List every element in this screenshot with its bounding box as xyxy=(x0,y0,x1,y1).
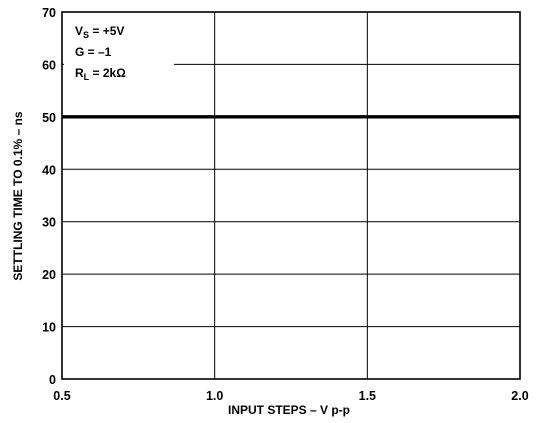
annotation-gain: G = –1 xyxy=(75,45,112,59)
tick-labels: 0 10 20 30 40 50 60 70 0.5 1.0 1.5 2.0 xyxy=(42,6,529,403)
y-tick-label: 0 xyxy=(49,373,56,387)
y-tick-label: 10 xyxy=(42,321,56,335)
annotation-background xyxy=(64,16,174,82)
x-tick-label: 0.5 xyxy=(53,389,70,403)
y-axis-title: SETTLING TIME TO 0.1% – ns xyxy=(11,111,25,280)
plot-frame xyxy=(61,11,521,380)
x-tick-label: 1.5 xyxy=(359,389,376,403)
y-tick-label: 70 xyxy=(42,6,56,20)
x-tick-label: 2.0 xyxy=(511,389,528,403)
y-tick-label: 50 xyxy=(42,111,56,125)
y-tick-label: 30 xyxy=(42,216,56,230)
x-axis-title: INPUT STEPS – V p-p xyxy=(228,403,350,417)
annotation-supply-voltage: VS = +5V xyxy=(75,24,124,40)
annotation-load-resistance: RL = 2kΩ xyxy=(75,66,126,82)
y-tick-label: 60 xyxy=(42,58,56,72)
y-tick-label: 20 xyxy=(42,268,56,282)
x-tick-label: 1.0 xyxy=(206,389,223,403)
y-tick-label: 40 xyxy=(42,163,56,177)
